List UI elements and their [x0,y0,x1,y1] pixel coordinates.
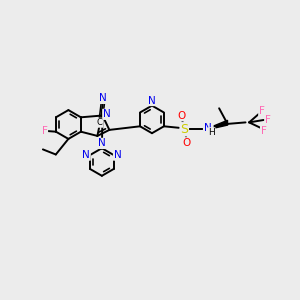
Text: N: N [113,150,121,160]
Text: O: O [178,111,186,121]
Text: C: C [97,118,103,127]
Text: N: N [98,138,106,148]
Text: F: F [265,115,271,125]
Text: S: S [180,123,188,136]
Text: N: N [203,123,211,133]
Text: O: O [183,138,191,148]
Text: N: N [99,93,106,103]
Text: N: N [82,150,90,160]
Text: N: N [103,109,110,119]
Text: F: F [261,126,266,136]
Polygon shape [214,120,227,128]
Text: F: F [42,125,47,136]
Text: H: H [208,128,215,137]
Text: F: F [259,106,265,116]
Text: N: N [148,95,156,106]
